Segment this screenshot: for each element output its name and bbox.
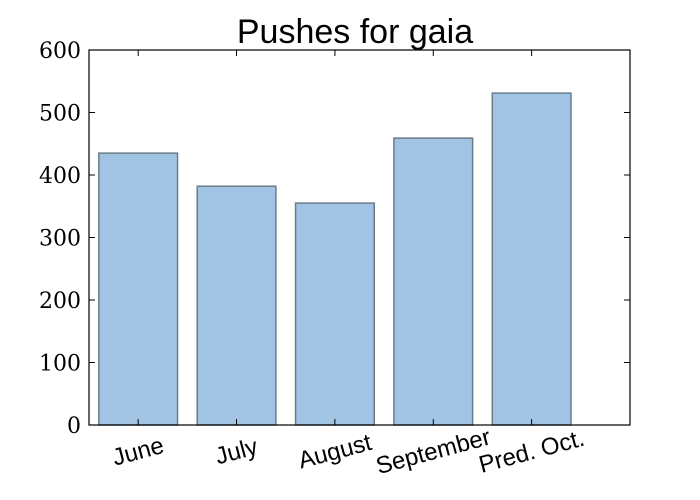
y-axis: 0 100 200 300 400 500 600 bbox=[39, 39, 630, 439]
chart-title: Pushes for gaia bbox=[237, 13, 473, 51]
x-tick-label: August bbox=[295, 429, 374, 475]
bar-august bbox=[294, 202, 376, 426]
bars-group bbox=[98, 92, 572, 426]
x-tick-label: June bbox=[110, 432, 167, 472]
x-tick-label: September bbox=[373, 424, 493, 480]
x-tick-label: July bbox=[212, 433, 260, 470]
y-tick-label: 500 bbox=[39, 102, 81, 127]
y-tick-label: 100 bbox=[39, 352, 81, 377]
y-tick-label: 300 bbox=[39, 227, 81, 252]
bar-september bbox=[393, 137, 474, 426]
bar-pred-oct bbox=[491, 92, 572, 426]
plot-frame bbox=[88, 49, 631, 426]
y-tick-label: 400 bbox=[39, 164, 81, 189]
x-tick-label: Pred. Oct. bbox=[476, 425, 587, 479]
y-tick-label: 0 bbox=[67, 414, 81, 439]
y-tick-label: 200 bbox=[39, 289, 81, 314]
bar-july bbox=[196, 185, 277, 426]
bar-june bbox=[98, 152, 179, 426]
y-tick-label: 600 bbox=[39, 39, 81, 64]
